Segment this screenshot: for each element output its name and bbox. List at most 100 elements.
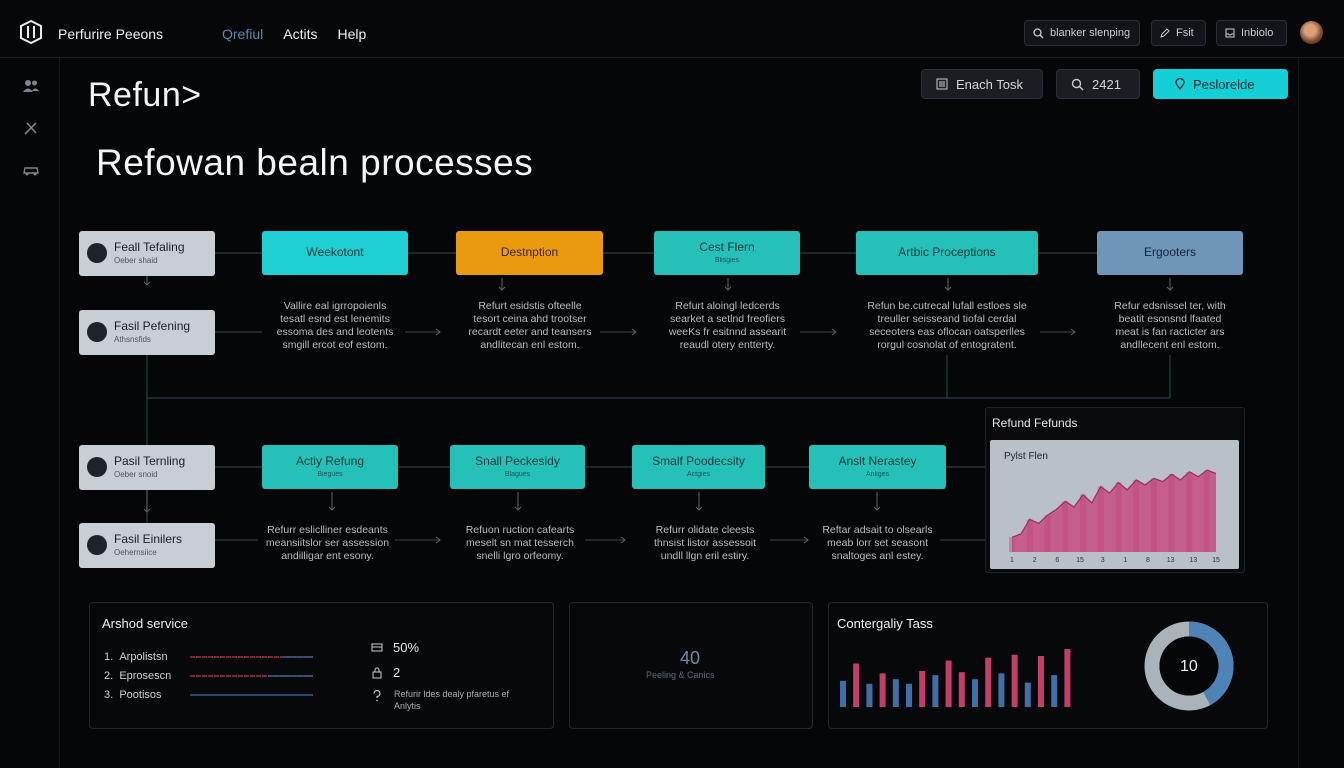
stack-icon	[371, 643, 383, 652]
stat-count-value: 2	[393, 665, 401, 680]
category-panel-title: Contergaliy Tass	[837, 616, 933, 631]
flow-node-activ-refung[interactable]: Actiy Refung Biegues	[262, 445, 398, 489]
flow-description: Refuon ruction cafearts meselt sn mat te…	[465, 524, 575, 562]
stage-subtitle: Oeber shaid	[114, 256, 158, 265]
search-icon	[1033, 27, 1044, 38]
inbox-icon	[1225, 28, 1235, 38]
flow-node-artbic-proceptions[interactable]: Artbic Proceptions	[856, 231, 1038, 275]
primary-action-label: Peslorelde	[1193, 76, 1255, 92]
service-item-number: 1.	[104, 651, 114, 663]
category-bar	[958, 672, 965, 707]
stage-subtitle: Athsnsfids	[114, 335, 151, 344]
flow-node-subtitle: Blagues	[504, 471, 531, 478]
refund-line	[1011, 469, 1217, 538]
category-bar	[919, 671, 926, 707]
service-list-item-3[interactable]: 3. Pootisos	[104, 689, 162, 701]
flow-node-title: Destnption	[500, 245, 559, 259]
flow-node-title: Weekotont	[306, 245, 364, 259]
sidebar	[0, 58, 60, 768]
category-bar	[892, 679, 899, 707]
category-bar	[906, 683, 912, 707]
flow-description: Refun be.cutrecal lufall estloes sle tre…	[867, 300, 1027, 351]
category-bar	[998, 673, 1005, 707]
flow-node-title: Snall Peckesidy	[475, 454, 560, 468]
summary-value: 40	[680, 648, 701, 668]
search-box[interactable]: blanker slenping	[1024, 20, 1140, 46]
avatar[interactable]	[1300, 21, 1323, 44]
refund-funds-title: Refund Fefunds	[992, 416, 1078, 430]
flow-node-anslt-nerastey[interactable]: Anslt Nerastey Anliges	[809, 445, 946, 489]
inbox-label: Inbiolo	[1241, 27, 1274, 39]
each-task-button[interactable]: Enach Tosk	[921, 69, 1043, 99]
donut-center-value: 10	[1180, 658, 1198, 675]
category-donut-chart	[1144, 621, 1234, 711]
stage-title: Pasil Ternling	[114, 454, 186, 468]
flow-node-title: Artbic Proceptions	[898, 245, 996, 259]
refund-tick-label: 3	[1101, 557, 1105, 564]
service-list-item-1[interactable]: 1. Arpolistsn	[104, 651, 168, 663]
service-panel-title: Arshod service	[102, 616, 188, 631]
primary-action-button[interactable]: Peslorelde	[1153, 69, 1288, 99]
nav-item-help[interactable]: Help	[337, 26, 367, 42]
service-list-item-2[interactable]: 2. Eprosescn	[104, 670, 171, 682]
service-item-number: 2.	[104, 670, 114, 682]
each-task-label: Enach Tosk	[956, 76, 1023, 92]
stage-subtitle: Oehernsiice	[114, 548, 157, 557]
help-icon	[373, 690, 381, 702]
flow-node-smalf-poodecsity[interactable]: Smalf Poodecsity Actgies	[632, 445, 765, 489]
edit-button[interactable]: Fsit	[1151, 20, 1206, 46]
stage-title: Fasil Einilers	[114, 532, 183, 546]
stage-icon	[87, 457, 107, 477]
stage-title: Feall Tefaling	[114, 240, 185, 254]
refund-tick-label: 15	[1076, 557, 1084, 564]
nav-item-refund[interactable]: Qrefiul	[222, 26, 264, 42]
app-title: Perfurire Peeons	[58, 26, 164, 42]
edit-label: Fsit	[1176, 27, 1194, 39]
flow-node-title: Ergooters	[1143, 245, 1197, 259]
flow-node-cest-flern[interactable]: Cest Flern Blisgies	[654, 231, 800, 275]
refund-tick-label: 1	[1123, 557, 1127, 564]
summary-label: Peeling & Canics	[646, 670, 715, 680]
stage-card-4[interactable]: Fasil Einilers Oehernsiice	[79, 523, 215, 568]
summary-panel	[569, 602, 813, 729]
flow-node-subtitle: Actgies	[687, 471, 710, 478]
flow-description: Refurr esliclliner esdeants meansiitslor…	[265, 524, 390, 562]
refund-area	[1012, 470, 1216, 552]
refund-funds-chart: 1 2 6 15 3 1 8 13 13 15	[1009, 469, 1220, 564]
flow-node-subtitle: Blisgies	[714, 257, 740, 264]
refund-funds-subtitle: Pylst Flen	[1004, 451, 1048, 462]
stage-card-2[interactable]: Fasil Pefening Athsnsfids	[79, 310, 215, 355]
refund-tick-label: 13	[1167, 557, 1175, 564]
category-bar	[985, 657, 992, 707]
search-label: blanker slenping	[1050, 27, 1131, 39]
donut-hole	[1159, 636, 1219, 696]
flow-description: Refur edsnissel ter, with beatit esonsnd…	[1114, 300, 1226, 351]
service-item-label: Pootisos	[119, 689, 162, 701]
category-bar	[840, 680, 846, 707]
search-count-label: 2421	[1092, 76, 1121, 92]
stage-card-1[interactable]: Feall Tefaling Oeber shaid	[79, 231, 215, 276]
pencil-icon	[1160, 28, 1170, 38]
stat-count: 2	[371, 665, 400, 680]
nav-item-actits[interactable]: Actits	[283, 26, 318, 42]
category-bar	[932, 675, 939, 707]
flow-node-destnption[interactable]: Destnption	[456, 231, 603, 275]
search-count-button[interactable]: 2421	[1056, 69, 1140, 99]
location-pin-icon	[1175, 78, 1185, 90]
stage-card-3[interactable]: Pasil Ternling Oeber snoid	[79, 445, 215, 490]
refund-tick-label: 2	[1033, 557, 1037, 564]
category-bar	[1011, 654, 1018, 707]
inbox-button[interactable]: Inbiolo	[1216, 20, 1287, 46]
users-icon[interactable]	[22, 78, 40, 94]
tools-icon[interactable]	[22, 120, 40, 136]
car-icon[interactable]	[22, 162, 40, 178]
stage-title: Fasil Pefening	[114, 319, 191, 333]
flow-node-snall-peckesidy[interactable]: Snall Peckesidy Blagues	[450, 445, 585, 489]
category-bar	[945, 660, 952, 707]
category-bar	[1024, 682, 1031, 707]
flow-node-weekotont[interactable]: Weekotont	[262, 231, 408, 275]
flow-description: Vallire eal igrropoienls tesatl esnd est…	[276, 300, 394, 351]
flow-node-ergooters[interactable]: Ergooters	[1097, 231, 1243, 275]
category-bar	[853, 663, 860, 707]
